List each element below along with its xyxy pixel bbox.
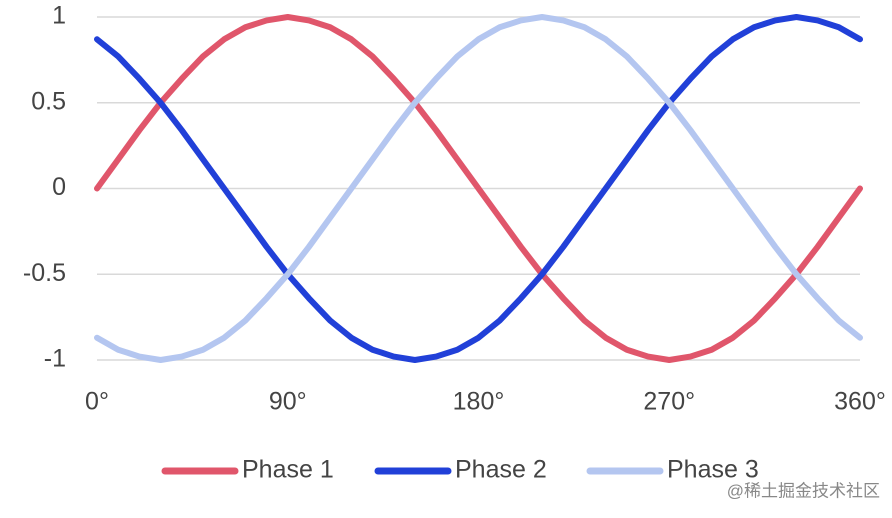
y-tick-label: 0 xyxy=(52,173,66,201)
legend-label: Phase 3 xyxy=(667,456,759,484)
series-line xyxy=(94,14,863,363)
x-tick-label: 90° xyxy=(269,388,307,416)
x-tick-label: 270° xyxy=(643,388,695,416)
y-tick-label: -0.5 xyxy=(23,259,66,287)
legend-label: Phase 2 xyxy=(455,456,547,484)
series-line xyxy=(94,14,863,363)
legend-label: Phase 1 xyxy=(242,456,334,484)
x-tick-label: 0° xyxy=(85,388,109,416)
y-tick-label: -1 xyxy=(44,345,66,373)
y-tick-label: 0.5 xyxy=(31,87,66,115)
watermark: @稀土掘金技术社区 xyxy=(727,481,880,500)
y-tick-label: 1 xyxy=(52,2,66,30)
x-tick-label: 180° xyxy=(453,388,505,416)
series-line xyxy=(94,14,863,363)
x-tick-label: 360° xyxy=(834,388,886,416)
